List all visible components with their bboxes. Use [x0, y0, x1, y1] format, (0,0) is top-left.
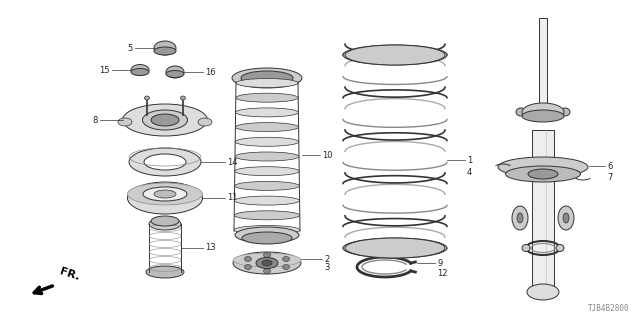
Text: 1: 1	[467, 156, 472, 164]
Ellipse shape	[236, 123, 299, 132]
Ellipse shape	[343, 238, 447, 258]
Text: 15: 15	[99, 66, 110, 75]
Text: 4: 4	[467, 167, 472, 177]
Ellipse shape	[145, 96, 150, 100]
Ellipse shape	[233, 253, 301, 267]
Text: 8: 8	[93, 116, 98, 124]
Ellipse shape	[235, 152, 299, 161]
Ellipse shape	[244, 265, 252, 269]
Ellipse shape	[198, 118, 212, 126]
Ellipse shape	[556, 244, 564, 252]
Ellipse shape	[166, 70, 184, 77]
Text: FR.: FR.	[58, 266, 81, 282]
Ellipse shape	[236, 137, 299, 146]
Ellipse shape	[180, 96, 186, 100]
Ellipse shape	[131, 65, 149, 76]
Ellipse shape	[498, 157, 588, 177]
Ellipse shape	[236, 78, 298, 87]
Ellipse shape	[236, 93, 298, 102]
Text: 11: 11	[227, 194, 237, 203]
Ellipse shape	[151, 216, 179, 226]
Text: TJB4B2800: TJB4B2800	[588, 304, 630, 313]
Ellipse shape	[256, 258, 278, 268]
Ellipse shape	[563, 213, 569, 223]
Ellipse shape	[506, 166, 580, 182]
Ellipse shape	[234, 226, 300, 235]
Ellipse shape	[264, 252, 271, 258]
Ellipse shape	[154, 47, 176, 55]
Bar	[539, 18, 547, 105]
Ellipse shape	[282, 265, 289, 269]
Ellipse shape	[558, 206, 574, 230]
Text: 10: 10	[322, 150, 333, 159]
Ellipse shape	[154, 190, 176, 198]
Ellipse shape	[528, 169, 558, 179]
Ellipse shape	[345, 238, 445, 258]
Ellipse shape	[122, 104, 207, 136]
Text: 3: 3	[324, 263, 330, 273]
Ellipse shape	[235, 227, 299, 243]
Ellipse shape	[560, 108, 570, 116]
Ellipse shape	[234, 211, 300, 220]
Ellipse shape	[143, 110, 188, 130]
Ellipse shape	[144, 154, 186, 170]
Bar	[532, 130, 554, 295]
Text: 2: 2	[324, 254, 329, 263]
Ellipse shape	[242, 232, 292, 244]
Ellipse shape	[516, 108, 526, 116]
Ellipse shape	[282, 257, 289, 261]
Text: 12: 12	[437, 268, 447, 277]
Ellipse shape	[527, 284, 559, 300]
Ellipse shape	[118, 118, 132, 126]
Ellipse shape	[154, 41, 176, 55]
Ellipse shape	[146, 266, 184, 278]
Ellipse shape	[143, 187, 187, 201]
Text: 16: 16	[205, 68, 216, 76]
Ellipse shape	[345, 45, 445, 65]
Ellipse shape	[151, 114, 179, 126]
Ellipse shape	[233, 252, 301, 274]
Ellipse shape	[343, 45, 447, 65]
Ellipse shape	[232, 68, 302, 88]
Ellipse shape	[236, 108, 298, 117]
Ellipse shape	[522, 103, 564, 121]
Ellipse shape	[235, 167, 300, 176]
Text: 6: 6	[607, 162, 612, 171]
Text: 13: 13	[205, 244, 216, 252]
Ellipse shape	[127, 182, 202, 214]
Ellipse shape	[129, 148, 201, 176]
Ellipse shape	[264, 268, 271, 274]
Ellipse shape	[234, 196, 300, 205]
Ellipse shape	[262, 260, 272, 266]
Text: 9: 9	[437, 259, 442, 268]
Ellipse shape	[149, 218, 181, 230]
Ellipse shape	[241, 71, 293, 85]
Ellipse shape	[131, 68, 149, 76]
Ellipse shape	[244, 257, 252, 261]
Ellipse shape	[522, 110, 564, 122]
Ellipse shape	[127, 183, 202, 205]
Ellipse shape	[166, 66, 184, 78]
Ellipse shape	[235, 181, 300, 190]
Text: 5: 5	[128, 44, 133, 52]
Text: 14: 14	[227, 157, 237, 166]
Ellipse shape	[517, 213, 523, 223]
Text: 7: 7	[607, 172, 612, 181]
Ellipse shape	[522, 244, 530, 252]
Ellipse shape	[512, 206, 528, 230]
